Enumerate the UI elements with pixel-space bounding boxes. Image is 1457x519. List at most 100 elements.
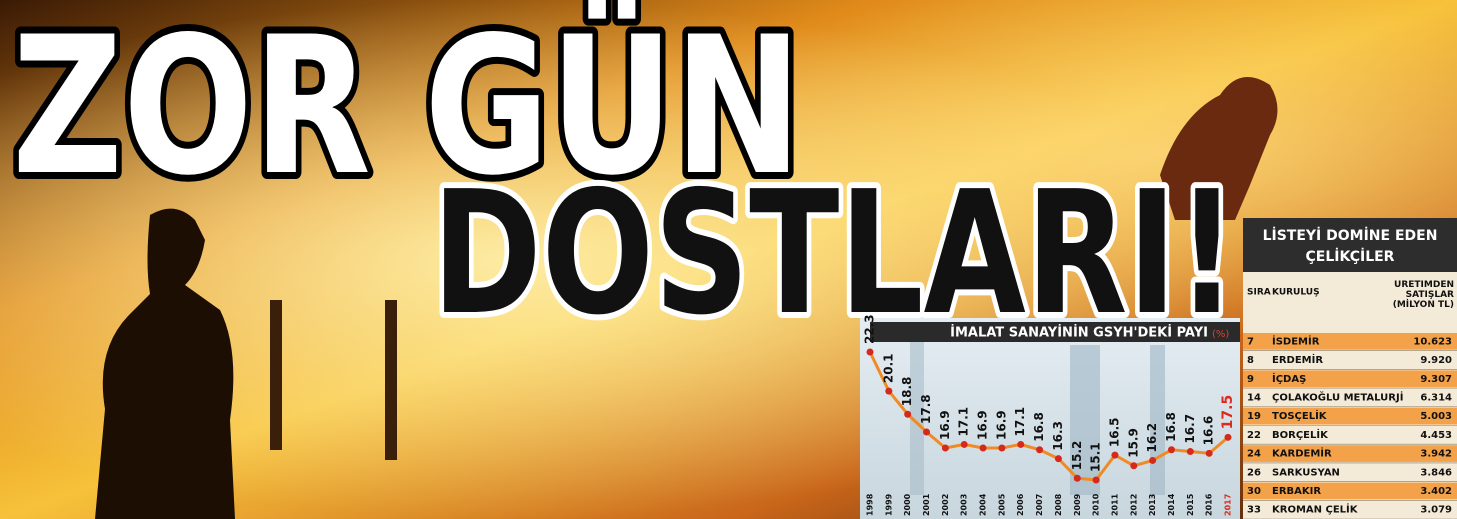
x-tick-label: 2011 bbox=[1110, 493, 1119, 516]
data-point bbox=[961, 441, 968, 448]
rank: 19 bbox=[1247, 411, 1261, 422]
data-point bbox=[980, 445, 987, 452]
chimney-illustration bbox=[1150, 345, 1165, 495]
table-header: KURULUŞ bbox=[1272, 288, 1320, 298]
data-point bbox=[904, 411, 911, 418]
data-point bbox=[1017, 441, 1024, 448]
data-label: 16.2 bbox=[1145, 423, 1159, 453]
data-point bbox=[942, 445, 949, 452]
sales: 6.314 bbox=[1420, 392, 1452, 403]
data-point bbox=[867, 349, 874, 356]
x-tick-label: 2008 bbox=[1054, 493, 1063, 516]
data-label: 15.2 bbox=[1070, 441, 1084, 471]
table-title: LİSTEYİ DOMİNE EDEN bbox=[1263, 227, 1438, 244]
data-point bbox=[1093, 477, 1100, 484]
table-header: ÜRETİMDEN SATIŞLAR (MİLYON TL) bbox=[1380, 280, 1454, 310]
company: ERDEMİR bbox=[1272, 352, 1323, 366]
rank: 24 bbox=[1247, 449, 1261, 460]
sales: 9.307 bbox=[1420, 374, 1452, 385]
rank: 8 bbox=[1247, 355, 1254, 366]
x-tick-label: 2010 bbox=[1092, 493, 1101, 516]
page: { "headline": {"line1": "ZOR GÜN", "line… bbox=[0, 0, 1457, 519]
company: ERBAKIR bbox=[1272, 486, 1321, 497]
rank: 7 bbox=[1247, 336, 1254, 347]
sales: 3.402 bbox=[1420, 486, 1452, 497]
company: İÇDAŞ bbox=[1272, 371, 1306, 385]
sales: 3.079 bbox=[1420, 505, 1452, 516]
x-tick-label: 2012 bbox=[1129, 494, 1138, 516]
sales: 9.920 bbox=[1420, 355, 1452, 366]
rank: 26 bbox=[1247, 467, 1261, 478]
x-tick-label: 2013 bbox=[1148, 494, 1157, 516]
x-tick-label: 2015 bbox=[1186, 493, 1195, 516]
x-tick-label: 1999 bbox=[884, 493, 893, 516]
data-label: 20.1 bbox=[881, 354, 895, 384]
sales: 5.003 bbox=[1420, 411, 1452, 422]
data-label: 16.7 bbox=[1183, 414, 1197, 444]
data-label: 17.5 bbox=[1220, 395, 1236, 430]
table-header-cell: ÜRETİMDEN SATIŞLAR (MİLYON TL) bbox=[1380, 280, 1454, 326]
x-tick-label: 2017 bbox=[1224, 494, 1233, 516]
data-label: 16.9 bbox=[994, 410, 1008, 440]
data-point bbox=[1111, 452, 1118, 459]
sales: 10.623 bbox=[1413, 336, 1452, 347]
data-point bbox=[923, 429, 930, 436]
data-point bbox=[1187, 448, 1194, 455]
data-point bbox=[885, 388, 892, 395]
table-title: ÇELİKÇİLER bbox=[1306, 248, 1395, 265]
rank: 22 bbox=[1247, 430, 1261, 441]
data-label: 17.1 bbox=[1013, 407, 1027, 437]
sales: 3.846 bbox=[1420, 467, 1452, 478]
x-tick-label: 2003 bbox=[960, 494, 969, 516]
data-label: 16.9 bbox=[976, 410, 990, 440]
x-tick-label: 2002 bbox=[941, 494, 950, 516]
x-tick-label: 2006 bbox=[1016, 493, 1025, 516]
company: ÇOLAKOĞLU METALURJİ bbox=[1272, 389, 1403, 403]
x-tick-label: 2016 bbox=[1205, 493, 1214, 516]
data-point bbox=[1036, 446, 1043, 453]
data-label: 22.3 bbox=[863, 314, 877, 344]
data-point bbox=[1206, 450, 1213, 457]
data-point bbox=[1130, 462, 1137, 469]
post bbox=[385, 300, 397, 460]
graphic: ZOR GÜN DOSTLARI! İMALAT SANAYİNİN GSYH'… bbox=[0, 0, 1457, 519]
x-tick-label: 2001 bbox=[922, 493, 931, 516]
table-header: SIRA bbox=[1247, 288, 1271, 298]
post bbox=[270, 300, 282, 450]
company: KARDEMİR bbox=[1272, 446, 1332, 460]
chart-unit: (%) bbox=[1212, 329, 1229, 340]
rank: 33 bbox=[1247, 505, 1261, 516]
x-tick-label: 2005 bbox=[997, 493, 1006, 516]
sales: 4.453 bbox=[1420, 430, 1452, 441]
rank: 30 bbox=[1247, 486, 1261, 497]
ranking-table: LİSTEYİ DOMİNE EDEN ÇELİKÇİLER SIRA KURU… bbox=[1243, 218, 1457, 519]
data-point bbox=[998, 445, 1005, 452]
data-point bbox=[1168, 446, 1175, 453]
data-label: 16.5 bbox=[1107, 418, 1121, 448]
data-label: 16.6 bbox=[1202, 416, 1216, 446]
x-tick-label: 2009 bbox=[1073, 493, 1082, 516]
data-point bbox=[1055, 455, 1062, 462]
data-label: 18.8 bbox=[900, 377, 914, 407]
data-label: 16.9 bbox=[938, 410, 952, 440]
data-point bbox=[1225, 434, 1232, 441]
chart-title: İMALAT SANAYİNİN GSYH'DEKİ PAYI bbox=[950, 325, 1208, 341]
data-point bbox=[1074, 475, 1081, 482]
x-tick-label: 2004 bbox=[979, 493, 988, 516]
x-tick-label: 2007 bbox=[1035, 494, 1044, 516]
company: SARKUSYAN bbox=[1272, 467, 1340, 478]
data-label: 15.9 bbox=[1126, 428, 1140, 458]
x-tick-label: 2014 bbox=[1167, 493, 1176, 516]
data-label: 16.8 bbox=[1032, 412, 1046, 442]
data-label: 16.8 bbox=[1164, 412, 1178, 442]
line-chart: İMALAT SANAYİNİN GSYH'DEKİ PAYI (%) 22.3… bbox=[860, 314, 1240, 519]
company: BORÇELİK bbox=[1272, 427, 1329, 441]
x-tick-label: 2000 bbox=[903, 493, 912, 516]
x-tick-label: 1998 bbox=[866, 493, 875, 516]
company: TOSÇELİK bbox=[1272, 408, 1328, 422]
company: KROMAN ÇELİK bbox=[1272, 502, 1359, 516]
rank: 9 bbox=[1247, 374, 1254, 385]
data-point bbox=[1149, 457, 1156, 464]
company: İSDEMİR bbox=[1272, 333, 1320, 347]
data-label: 17.8 bbox=[919, 394, 933, 424]
